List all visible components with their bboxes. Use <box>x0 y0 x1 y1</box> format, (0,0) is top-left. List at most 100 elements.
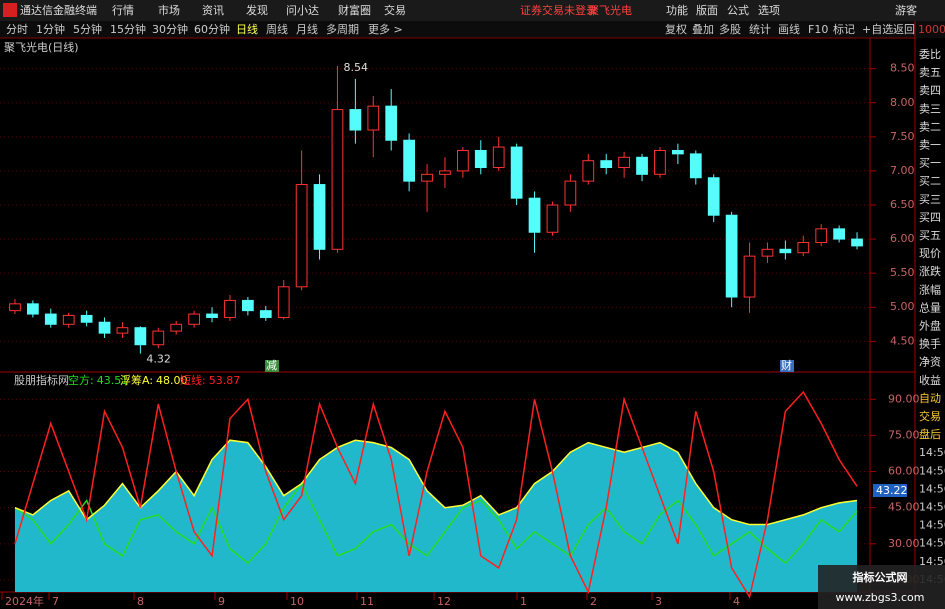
user[interactable]: 游客 <box>895 3 917 17</box>
event-marker <box>265 360 279 372</box>
y-tick-label: 5.50 <box>890 266 915 279</box>
candle-body <box>134 327 147 346</box>
candle-body <box>170 323 183 332</box>
event-marker-label[interactable]: 减 <box>266 359 277 372</box>
watermark-url: www.zbgs3.com <box>836 591 925 604</box>
menu-item[interactable]: 发现 <box>246 3 268 17</box>
x-tick-label: 2 <box>590 595 597 608</box>
menu-item[interactable]: 问小达 <box>286 4 319 17</box>
high-annotation: 8.54 <box>343 61 368 74</box>
candle-body <box>510 146 523 199</box>
menu-item[interactable]: 公式 <box>727 4 749 17</box>
period-tab[interactable]: 周线 <box>266 22 288 36</box>
tool-button[interactable]: 画线 <box>778 22 800 36</box>
candle-body <box>689 153 702 179</box>
sidebar-label: 买一 <box>919 157 941 170</box>
candle-body <box>851 238 863 247</box>
period-tab[interactable]: 多周期 <box>326 22 359 36</box>
period-tab[interactable]: 30分钟 <box>152 22 188 36</box>
toolbar <box>0 21 945 38</box>
tool-button[interactable]: 多股 <box>719 22 741 36</box>
sidebar-label: 卖一 <box>919 139 941 152</box>
candle-body <box>116 327 129 334</box>
period-tab[interactable]: 60分钟 <box>194 22 230 36</box>
sidebar-label: 14:56 <box>919 501 945 514</box>
candle-body <box>206 313 218 318</box>
x-tick-label: 4 <box>733 595 740 608</box>
y-tick-label: 8.50 <box>890 62 915 75</box>
candle-body <box>9 303 21 312</box>
sidebar-label: 买三 <box>919 193 941 206</box>
x-tick-label: 7 <box>52 595 59 608</box>
menu-item[interactable]: 功能 <box>666 3 688 17</box>
candle-body <box>313 184 326 250</box>
tool-button[interactable]: 叠加 <box>692 23 714 36</box>
candle-body <box>403 139 415 182</box>
sidebar-label: 14:56 <box>919 482 945 495</box>
period-tab[interactable]: 日线 <box>236 22 258 36</box>
menu-item[interactable]: 资讯 <box>202 4 224 17</box>
candle-body <box>815 228 828 243</box>
menu-item[interactable]: 选项 <box>758 4 780 17</box>
sidebar-label: 买二 <box>919 175 941 188</box>
sidebar-label: 净资 <box>919 355 941 369</box>
candle-body <box>98 321 111 334</box>
candle-body <box>62 314 75 325</box>
menu-item[interactable]: 行情 <box>112 4 134 17</box>
watermark-bg <box>818 565 945 609</box>
sidebar-label: 卖四 <box>919 84 941 97</box>
indicator-line <box>14 439 858 526</box>
x-tick-label: 12 <box>437 595 451 608</box>
period-tab[interactable]: 15分钟 <box>110 22 146 36</box>
tool-button[interactable]: 统计 <box>749 23 771 36</box>
period-tab[interactable]: 1分钟 <box>36 22 65 36</box>
candle-body <box>546 204 559 233</box>
sidebar-label: 收益 <box>919 373 941 387</box>
period-tab[interactable]: 月线 <box>296 22 318 36</box>
menu-item[interactable]: 版面 <box>696 3 718 17</box>
candle-body <box>564 180 577 206</box>
candle-body <box>27 303 39 315</box>
indicator-title: 股朋指标网 <box>14 373 69 387</box>
tool-button[interactable]: 复权 <box>665 22 687 36</box>
tool-button[interactable]: 标记 <box>833 22 855 36</box>
candle-body <box>582 160 595 182</box>
candle-body <box>331 109 344 250</box>
menu-item[interactable]: 市场 <box>158 3 180 17</box>
low-annotation: 4.32 <box>146 353 171 366</box>
y-tick-label: 6.50 <box>890 198 915 211</box>
candle-body <box>439 170 451 175</box>
menu-item[interactable]: 财富圈 <box>338 3 371 17</box>
y-tick-label: 5.00 <box>890 300 915 313</box>
x-tick-label: 11 <box>360 595 374 608</box>
sidebar-label: 自动 <box>919 392 941 405</box>
y-tick-label: 30.00 <box>888 537 920 550</box>
menu-item[interactable]: 交易 <box>384 3 406 17</box>
candle-body <box>224 299 236 318</box>
tool-button[interactable]: F10 <box>808 23 828 36</box>
tool-button[interactable]: 返回 <box>893 23 915 36</box>
candle-body <box>654 149 666 175</box>
candle-body <box>188 313 200 325</box>
period-tab[interactable]: 分时 <box>6 23 28 36</box>
candle-body <box>277 286 290 318</box>
period-tab[interactable]: 5分钟 <box>73 22 102 36</box>
area <box>14 440 858 592</box>
candle-body <box>80 314 93 323</box>
y-tick-label: 75.00 <box>888 428 920 441</box>
candle-body <box>743 255 756 298</box>
login-status[interactable]: 证券交易未登录 <box>520 3 597 17</box>
candle-body <box>797 241 810 254</box>
sidebar-label: 涨幅 <box>919 283 941 296</box>
event-marker-label[interactable]: 财 <box>781 358 792 372</box>
period-tab[interactable]: 更多 > <box>368 22 403 36</box>
tool-button[interactable]: +自选 <box>862 23 893 36</box>
y-tick-label: 6.00 <box>890 232 915 245</box>
sidebar-label: 换手 <box>919 337 941 351</box>
current-value-box <box>873 484 907 497</box>
candle-body <box>44 313 57 325</box>
legend-value: 48.00 <box>156 374 188 387</box>
sidebar-label: 14:56 <box>919 555 945 568</box>
candle-body <box>385 105 398 141</box>
sidebar-label: 买五 <box>919 229 941 242</box>
